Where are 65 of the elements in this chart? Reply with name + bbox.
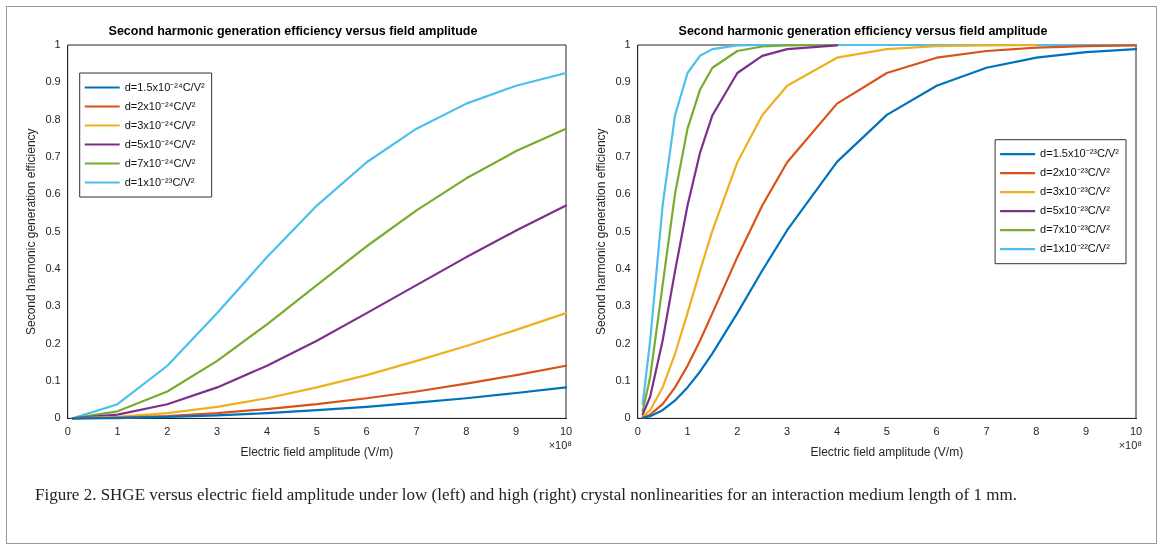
x-tick-label: 9	[1083, 425, 1090, 438]
x-axis-title: Electric field amplitude (V/m)	[810, 445, 964, 460]
y-tick-label: 0.2	[615, 336, 631, 349]
y-tick-label: 0	[624, 411, 631, 424]
y-tick-label: 0.8	[45, 112, 61, 125]
x-tick-label: 8	[1033, 425, 1040, 438]
x-tick-label: 8	[463, 425, 470, 438]
y-tick-label: 0.6	[45, 187, 61, 200]
legend-label: d=5x10⁻²³C/V²	[1040, 204, 1111, 217]
y-tick-label: 0.5	[45, 224, 61, 237]
legend-label: d=3x10⁻²⁴C/V²	[124, 118, 196, 131]
x-tick-label: 0	[634, 425, 641, 438]
x-tick-label: 6	[363, 425, 370, 438]
y-tick-label: 0	[54, 411, 61, 424]
y-tick-label: 0.7	[615, 150, 631, 163]
y-tick-label: 0.9	[615, 75, 631, 88]
y-tick-label: 1	[54, 38, 61, 51]
y-tick-label: 0.6	[615, 187, 631, 200]
legend-label: d=2x10⁻²³C/V²	[1040, 166, 1111, 179]
legend-label: d=7x10⁻²⁴C/V²	[124, 156, 196, 169]
x-tick-label: 10	[1129, 425, 1143, 438]
y-tick-label: 0.4	[615, 262, 631, 275]
x-tick-label: 7	[413, 425, 420, 438]
x-tick-label: 4	[263, 425, 271, 438]
x-tick-label: 10	[559, 425, 573, 438]
caption: Figure 2. SHGE versus electric field amplitude under low (left) and high (right) crystal nonlinearities for an interaction medium length of 1 mm.	[35, 484, 1018, 506]
legend-label: d=7x10⁻²³C/V²	[1040, 223, 1111, 236]
y-tick-label: 0.7	[45, 150, 61, 163]
chart-title: Second harmonic generation efficiency versus field amplitude	[678, 23, 1048, 38]
x-tick-label: 5	[883, 425, 890, 438]
text: ×10⁸	[1118, 438, 1142, 451]
y-tick-label: 0.4	[45, 262, 61, 275]
y-axis-title: Second harmonic generation efficiency	[23, 128, 38, 335]
legend-label: d=2x10⁻²⁴C/V²	[124, 99, 196, 112]
x-tick-label: 6	[933, 425, 940, 438]
x-tick-label: 3	[214, 425, 221, 438]
legend-label: d=1.5x10⁻²⁴C/V²	[124, 80, 205, 93]
x-tick-label: 5	[313, 425, 320, 438]
y-tick-label: 0.2	[45, 336, 61, 349]
y-tick-label: 0.1	[45, 374, 61, 387]
x-tick-label: 4	[833, 425, 841, 438]
x-axis-title: Electric field amplitude (V/m)	[240, 445, 394, 460]
legend-label: d=1.5x10⁻²³C/V²	[1040, 147, 1120, 160]
chart-title: Second harmonic generation efficiency versus field amplitude	[108, 23, 478, 38]
legend-label: d=1x10⁻²³C/V²	[124, 175, 195, 188]
text: ×10⁸	[548, 438, 572, 451]
y-tick-label: 0.3	[45, 299, 61, 312]
legend-label: d=1x10⁻²²C/V²	[1040, 242, 1111, 255]
y-tick-label: 1	[624, 38, 631, 51]
x-tick-label: 1	[114, 425, 121, 438]
y-axis-title: Second harmonic generation efficiency	[593, 128, 608, 335]
x-tick-label: 2	[164, 425, 171, 438]
y-tick-label: 0.5	[615, 224, 631, 237]
y-tick-label: 0.3	[615, 299, 631, 312]
x-tick-label: 2	[734, 425, 741, 438]
x-tick-label: 1	[684, 425, 691, 438]
y-tick-label: 0.1	[615, 374, 631, 387]
x-tick-label: 3	[784, 425, 791, 438]
x-tick-label: 7	[983, 425, 990, 438]
x-tick-label: 0	[64, 425, 71, 438]
y-tick-label: 0.8	[615, 112, 631, 125]
y-tick-label: 0.9	[45, 75, 61, 88]
legend-label: d=5x10⁻²⁴C/V²	[124, 137, 196, 150]
x-tick-label: 9	[513, 425, 520, 438]
legend-label: d=3x10⁻²³C/V²	[1040, 185, 1111, 198]
